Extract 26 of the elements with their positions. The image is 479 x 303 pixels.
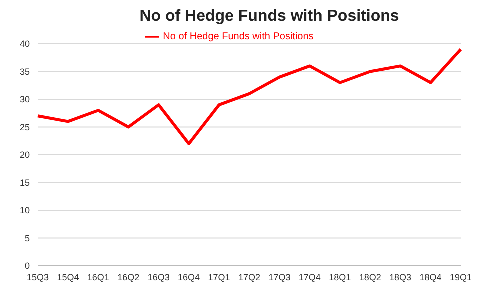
x-tick-label: 16Q3: [148, 272, 170, 282]
y-tick-label: 30: [20, 94, 30, 105]
x-tick-label: 17Q2: [238, 272, 261, 282]
x-tick-label: 18Q1: [329, 272, 352, 282]
x-tick-label: 15Q4: [57, 272, 80, 282]
x-tick-label: 18Q4: [420, 272, 442, 282]
x-tick-label: 17Q3: [268, 272, 291, 282]
y-tick-label: 35: [20, 66, 30, 77]
y-tick-label: 20: [20, 150, 30, 160]
y-tick-label: 15: [20, 178, 30, 188]
x-tick-label: 16Q2: [118, 272, 140, 282]
chart-title: No of Hedge Funds with Positions: [138, 8, 400, 26]
x-tick-label: 17Q4: [298, 272, 321, 282]
x-tick-label: 18Q3: [390, 272, 412, 282]
legend-label: No of Hedge Funds with Positions: [163, 32, 314, 43]
y-tick-label: 0: [24, 261, 30, 272]
x-tick-label: 16Q4: [178, 272, 200, 282]
x-tick-label: 16Q1: [87, 272, 110, 282]
y-tick-label: 25: [20, 122, 30, 132]
line-series: [36, 48, 462, 146]
x-tick-label: 17Q1: [208, 272, 230, 282]
x-tick-label: 18Q2: [359, 272, 382, 282]
y-tick-label: 10: [20, 206, 30, 216]
y-tick-label: 5: [24, 233, 30, 244]
x-tick-label: 15Q3: [26, 272, 50, 282]
y-tick-label: 40: [20, 39, 30, 50]
